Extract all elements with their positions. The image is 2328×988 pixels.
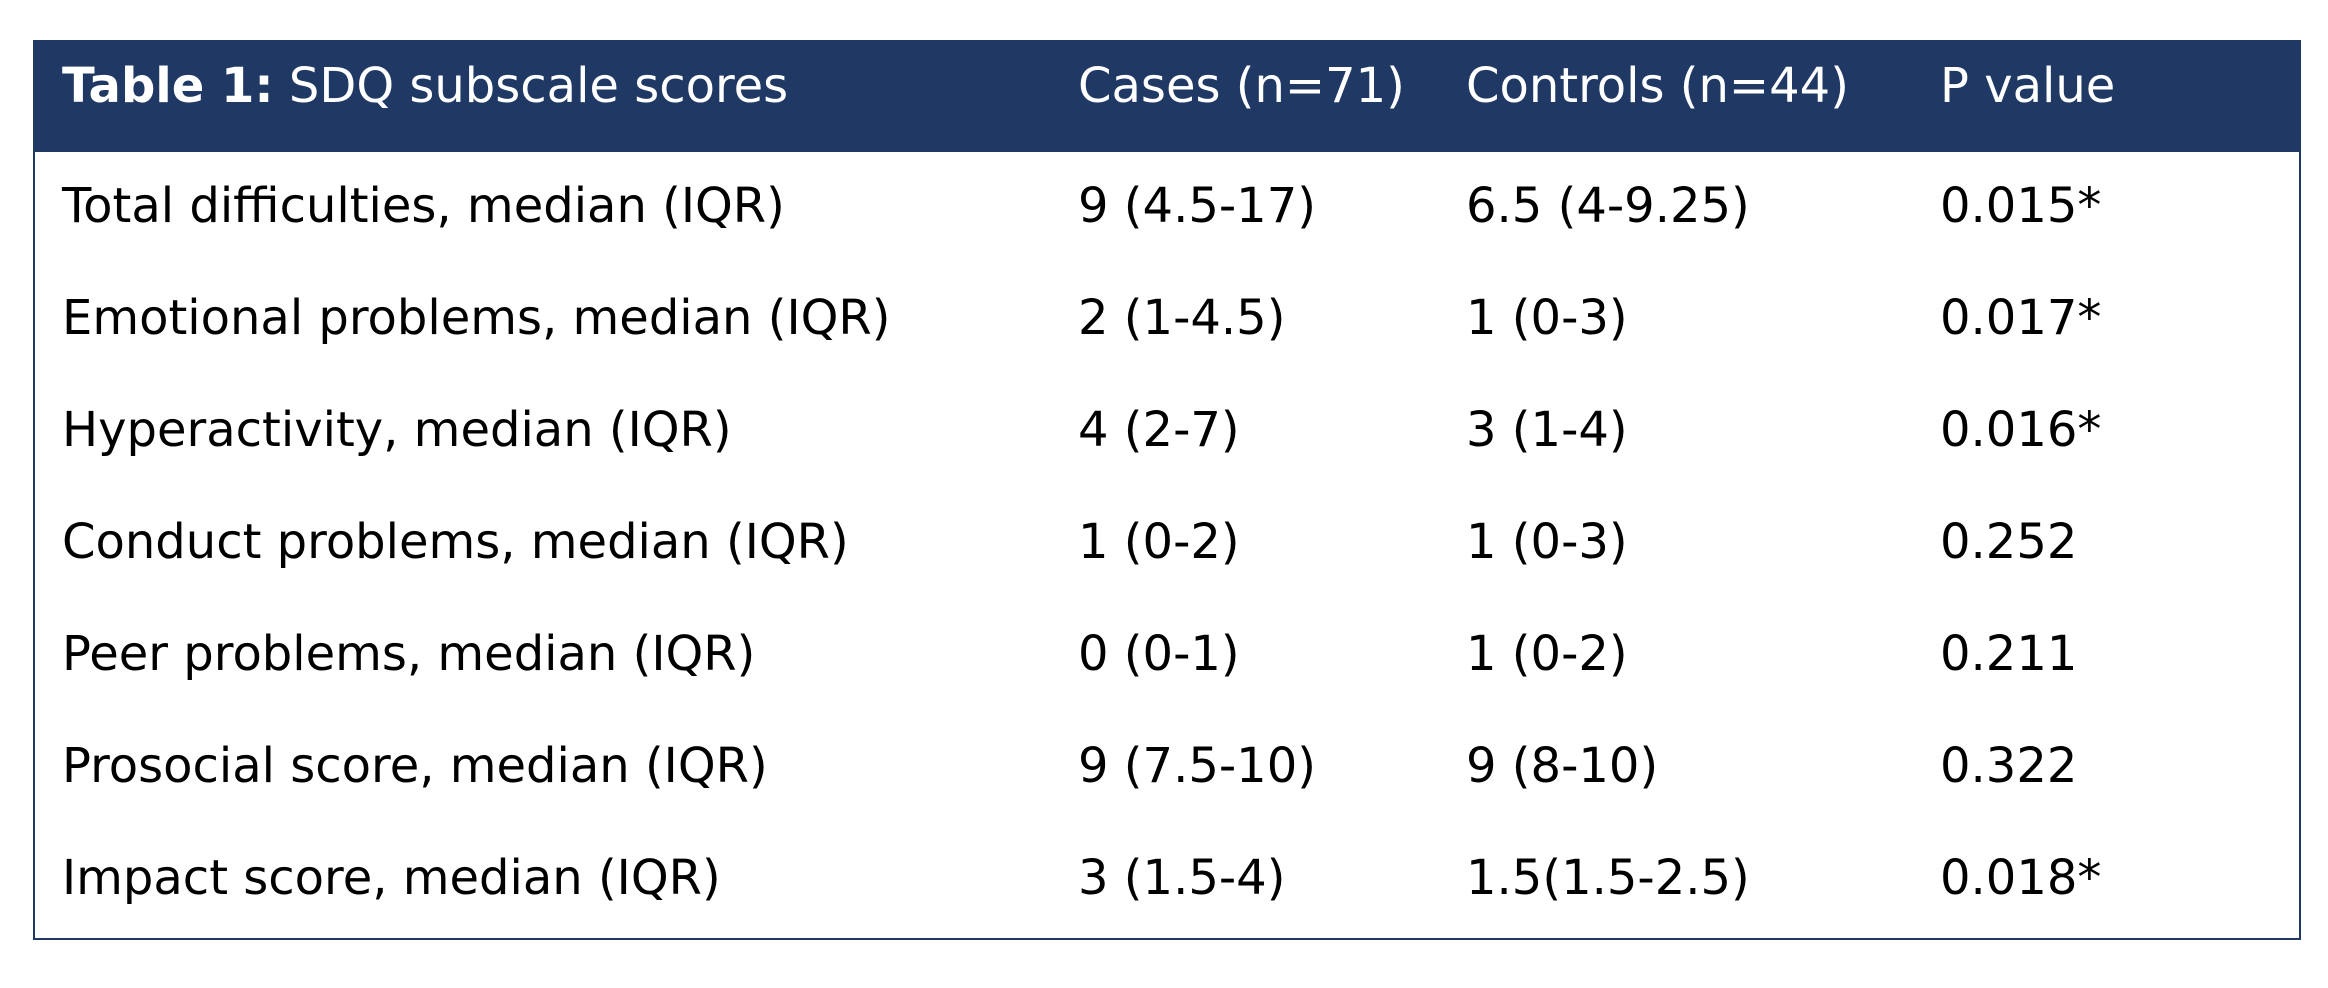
cases-value: 3 (1.5-4) — [1078, 850, 1286, 906]
controls-value: 1 (0-2) — [1466, 626, 1628, 682]
table-row: Prosocial score, median (IQR) 9 (7.5-10)… — [35, 712, 2299, 824]
controls-value: 1 (0-3) — [1466, 514, 1628, 570]
p-value: 0.252 — [1940, 514, 2078, 570]
column-header-controls: Controls (n=44) — [1466, 58, 1849, 114]
controls-value: 6.5 (4-9.25) — [1466, 178, 1750, 234]
controls-value: 9 (8-10) — [1466, 738, 1659, 794]
row-label: Hyperactivity, median (IQR) — [62, 402, 732, 458]
table-row: Conduct problems, median (IQR) 1 (0-2) 1… — [35, 488, 2299, 600]
p-value: 0.015* — [1940, 178, 2102, 234]
row-label: Emotional problems, median (IQR) — [62, 290, 891, 346]
controls-value: 1.5(1.5-2.5) — [1466, 850, 1750, 906]
cases-value: 4 (2-7) — [1078, 402, 1240, 458]
table-row: Total difficulties, median (IQR) 9 (4.5-… — [35, 152, 2299, 264]
p-value: 0.211 — [1940, 626, 2078, 682]
p-value: 0.017* — [1940, 290, 2102, 346]
table-row: Hyperactivity, median (IQR) 4 (2-7) 3 (1… — [35, 376, 2299, 488]
p-value: 0.016* — [1940, 402, 2102, 458]
table-row: Emotional problems, median (IQR) 2 (1-4.… — [35, 264, 2299, 376]
table-caption: Table 1: SDQ subscale scores — [62, 62, 788, 110]
row-label: Conduct problems, median (IQR) — [62, 514, 849, 570]
column-header-cases: Cases (n=71) — [1078, 58, 1405, 114]
cases-value: 0 (0-1) — [1078, 626, 1240, 682]
controls-value: 3 (1-4) — [1466, 402, 1628, 458]
column-header-p-value: P value — [1940, 58, 2116, 114]
cases-value: 2 (1-4.5) — [1078, 290, 1286, 346]
table-row: Peer problems, median (IQR) 0 (0-1) 1 (0… — [35, 600, 2299, 712]
cases-value: 9 (4.5-17) — [1078, 178, 1316, 234]
table-caption-title: SDQ subscale scores — [273, 58, 789, 114]
cases-value: 1 (0-2) — [1078, 514, 1240, 570]
row-label: Total difficulties, median (IQR) — [62, 178, 785, 234]
controls-value: 1 (0-3) — [1466, 290, 1628, 346]
table-row: Impact score, median (IQR) 3 (1.5-4) 1.5… — [35, 824, 2299, 936]
p-value: 0.018* — [1940, 850, 2102, 906]
row-label: Impact score, median (IQR) — [62, 850, 721, 906]
p-value: 0.322 — [1940, 738, 2078, 794]
table-header-row: Table 1: SDQ subscale scores Cases (n=71… — [35, 42, 2299, 152]
table-caption-number: Table 1: — [62, 58, 274, 114]
row-label: Prosocial score, median (IQR) — [62, 738, 768, 794]
cases-value: 9 (7.5-10) — [1078, 738, 1316, 794]
row-label: Peer problems, median (IQR) — [62, 626, 756, 682]
sdq-table: Table 1: SDQ subscale scores Cases (n=71… — [33, 40, 2301, 940]
